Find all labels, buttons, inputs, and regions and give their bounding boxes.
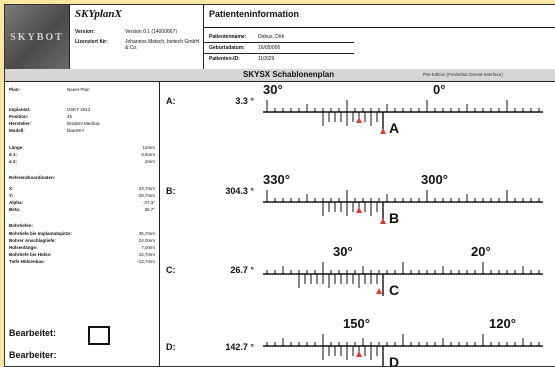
angle-a-deg-left: 30° — [263, 82, 283, 97]
length-label: Länge: — [9, 145, 24, 150]
angle-c-value: 26.7 ° — [230, 265, 254, 275]
beta-label: Beta: — [9, 207, 21, 212]
scale-ruler-b — [263, 190, 543, 224]
scale-ruler-c — [263, 262, 543, 296]
license-value: Johannes Motsch, biotech GmbH & Co. — [125, 39, 199, 51]
angle-d-value: 142.7 ° — [225, 342, 254, 352]
angle-a-letter: A — [389, 120, 400, 136]
license-label: Lizenziert für: — [75, 39, 108, 45]
x-value: 24,7mm — [138, 186, 155, 191]
drill-to-sleeve-label: Bohrtiefe bis Hülse: — [9, 252, 52, 257]
patient-row: Geburtsdatum: 16/05/006 — [204, 43, 354, 54]
position-value: 45 — [67, 114, 73, 119]
drill-depth-label: Bohrtiefe bis Implantatspitze: — [9, 231, 73, 236]
patient-name-label: Patientenname: — [209, 34, 247, 40]
sleeve-length-value: 7,0mm — [141, 245, 155, 250]
birthdate-label: Geburtsdatum: — [209, 45, 245, 51]
length-value: 12mm — [142, 145, 155, 150]
patient-row: Patienten-ID: 110029 — [204, 54, 354, 64]
y-label: Y: — [9, 193, 14, 198]
model-label: Modell: — [9, 128, 25, 133]
implant-value: USKY 2012 — [67, 107, 91, 112]
drill-depth-value: 35,7mm — [138, 231, 155, 236]
position-label: Position: — [9, 114, 29, 119]
angle-c-deg-right: 20° — [471, 244, 491, 259]
angle-b-deg-left: 330° — [263, 172, 290, 187]
template-plan-sheet: SKYBOT SKYplanX Version: Version 0.1 (14… — [4, 4, 555, 367]
header: SKYBOT SKYplanX Version: Version 0.1 (14… — [5, 5, 555, 70]
bearbeiter-label: Bearbeiter: — [9, 350, 57, 360]
drill-stop-value: 24,0mm — [138, 238, 155, 243]
plan-subtitle: PSI-Edition (Förderbar Dental-Interface) — [423, 72, 503, 77]
diameter1-value: 3,5mm — [141, 152, 155, 157]
manufacturer-label: Hersteller: — [9, 121, 32, 126]
angle-d-label: D: — [166, 342, 176, 352]
drill-depths-title: Bohrtiefen: — [9, 223, 33, 228]
angle-b-label: B: — [166, 186, 176, 196]
logo-text: SKYBOT — [10, 31, 64, 43]
angle-c-label: C: — [166, 265, 176, 275]
angle-b-scale: 330° 300° B — [263, 172, 553, 232]
y-value: -28,7mm — [137, 193, 155, 198]
plan-value: Neuer Plan — [67, 87, 90, 92]
logo: SKYBOT — [5, 5, 70, 69]
sleeve-length-label: Hülsenlänge: — [9, 245, 38, 250]
version-value: Version 0.1 (14000667) — [125, 29, 177, 35]
plan-label: Plan: — [9, 87, 21, 92]
angle-a-scale: 30° 0° A — [263, 82, 553, 142]
patient-info: Patienteninformation Patientenname: Debus… — [204, 5, 555, 69]
drill-stop-label: Bohrer Anschlagtiefe: — [9, 238, 56, 243]
implant-label: Implantat: — [9, 107, 31, 112]
implant-details: Plan: Neuer Plan Implantat: USKY 2012 Po… — [5, 82, 160, 366]
alpha-value: -37,3° — [142, 200, 155, 205]
scale-ruler-d — [263, 334, 543, 366]
sleeve-base-label: Tiefe Hülsenbas: — [9, 259, 45, 264]
angle-a-label: A: — [166, 96, 176, 106]
birthdate-value: 16/05/006 — [258, 45, 281, 51]
angle-b-letter: B — [389, 210, 400, 226]
bearbeitet-label: Bearbeitet: — [9, 328, 57, 338]
patient-name-value: Debus, Dirk — [258, 34, 285, 40]
plan-title-bar: SKYSX Schablonenplan PSI-Edition (Förder… — [5, 69, 555, 82]
angle-c-letter: C — [389, 282, 400, 298]
patient-row: Patientenname: Debus, Dirk — [204, 32, 354, 43]
patient-id-label: Patienten-ID: — [209, 56, 240, 62]
beta-value: 36,7° — [144, 207, 155, 212]
sleeve-base-value: -12,7mm — [137, 259, 155, 264]
bearbeitet-checkbox[interactable] — [88, 326, 110, 345]
alpha-label: Alpha: — [9, 200, 23, 205]
manufacturer-value: Bredent Medical — [67, 121, 100, 126]
angle-b-deg-right: 300° — [421, 172, 448, 187]
x-label: X: — [9, 186, 14, 191]
app-info: SKYplanX Version: Version 0.1 (14000667)… — [71, 5, 204, 69]
angle-d-scale: 150° 120° D — [263, 316, 553, 367]
angle-a-value: 3.3 ° — [235, 96, 254, 106]
drill-to-sleeve-value: 15,7mm — [138, 252, 155, 257]
plan-title: SKYSX Schablonenplan — [243, 70, 335, 79]
angle-d-letter: D — [389, 354, 400, 367]
reference-coordinates-title: Referenzkoordinaten: — [9, 175, 56, 180]
diameter2-value: 2mm — [145, 159, 155, 164]
angle-d-deg-right: 120° — [489, 316, 516, 331]
patient-info-title: Patienteninformation — [204, 5, 555, 28]
angle-c-deg-left: 30° — [333, 244, 353, 259]
scale-ruler-a — [263, 100, 543, 134]
app-title: SKYplanX — [75, 8, 122, 20]
diameter1-label: ø 1: — [9, 152, 18, 157]
angle-scales: A: 3.3 ° 30° 0° A B: 304.3 ° — [160, 82, 555, 367]
angle-b-value: 304.3 ° — [225, 186, 254, 196]
angle-c-scale: 30° 20° C — [263, 244, 553, 304]
version-label: Version: — [75, 29, 95, 35]
diameter2-label: ø 2: — [9, 159, 18, 164]
model-value: blueSKY — [67, 128, 85, 133]
angle-a-deg-right: 0° — [433, 82, 446, 97]
angle-d-deg-left: 150° — [343, 316, 370, 331]
patient-id-value: 110029 — [258, 56, 275, 62]
